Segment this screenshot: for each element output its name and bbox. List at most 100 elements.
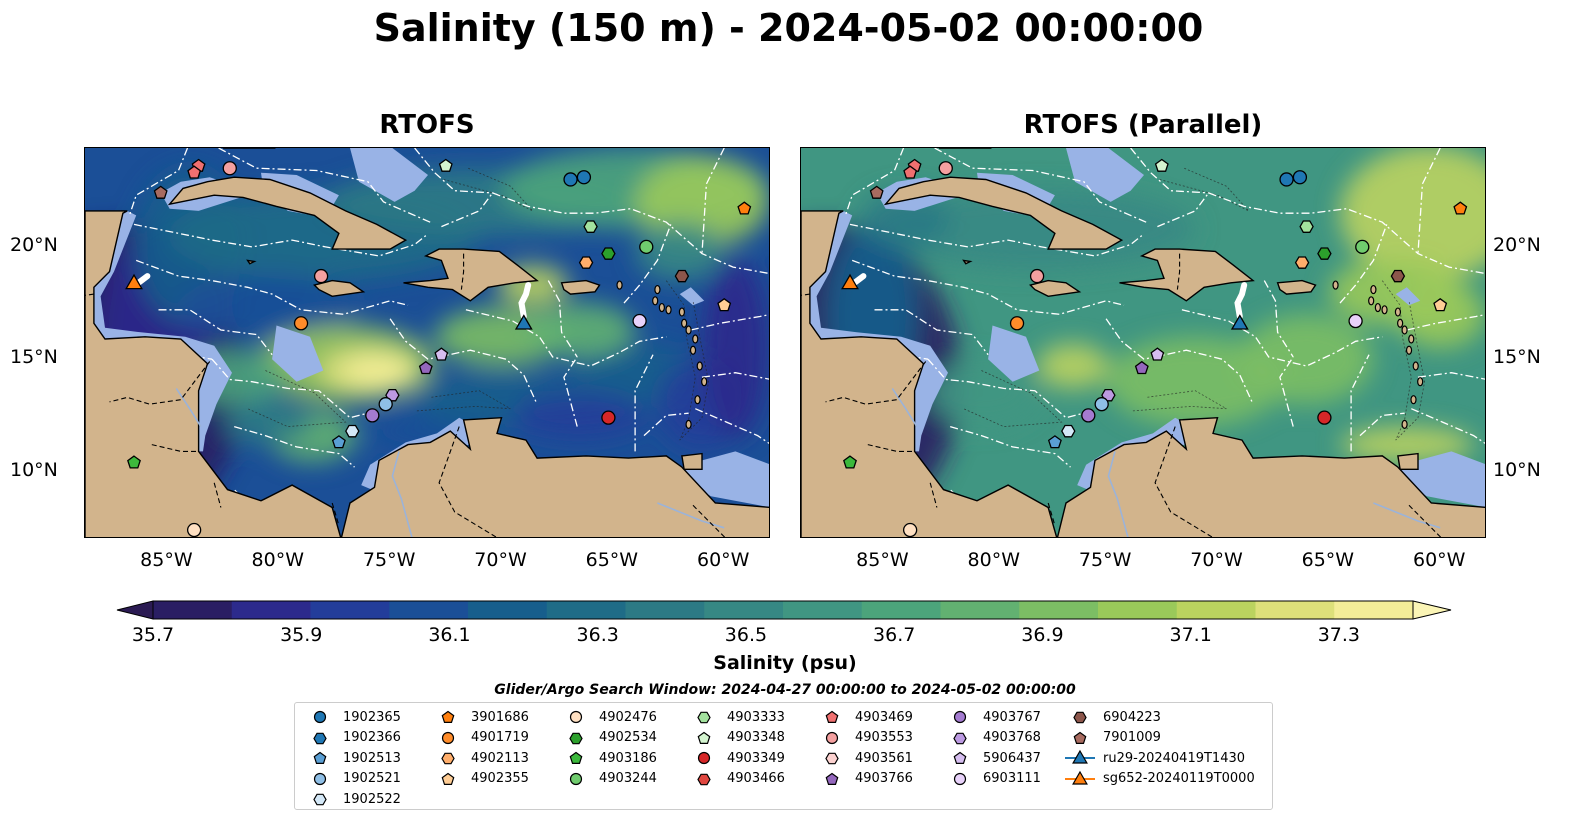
argo-float-marker [632,313,647,329]
country-border [692,504,726,537]
legend-marker-icon [313,772,327,785]
eez-boundary-line [1157,192,1210,228]
colorbar-segment [468,601,548,619]
eez-boundary-line [128,148,189,216]
argo-float-marker [903,165,918,179]
map-panel-rtofs[interactable] [84,147,770,538]
map-panel-rtofs-parallel[interactable] [800,147,1486,538]
salinity-patch [343,354,415,387]
island [658,302,665,313]
colorbar-segment [310,601,390,619]
eez-boundary-line [389,318,538,405]
legend-item: 1902513 [305,748,401,769]
glider-track [851,273,867,286]
salinity-patch [1340,148,1485,281]
argo-float-marker [438,158,453,172]
argo-float-marker [313,268,329,284]
panel-title-rtofs: RTOFS [379,110,475,140]
longitude-tick-label: 80°W [967,549,1020,571]
legend-item: 1902365 [305,707,401,728]
bathymetry-contour [247,370,347,428]
legend-label: 4903348 [727,730,785,746]
country-border [825,361,927,405]
legend-item: 4902355 [433,769,529,790]
legend-column: 4903469 4903553 4903561 4903766 [817,707,913,789]
country-border [867,444,913,452]
colorbar-tick-label: 36.1 [428,624,471,646]
latitude-tick-label: 15°N [1493,346,1541,369]
eez-boundary-line [441,192,494,228]
eez-boundary-line [547,280,578,358]
argo-float-marker [902,522,918,537]
colorbar-tick-label: 35.7 [131,624,175,646]
salinity-patch [178,273,357,342]
argo-float-marker [418,360,433,375]
colorbar-tick-label: 36.7 [873,624,916,646]
legend-item: 4903333 [689,707,785,728]
eez-boundary-line [1417,372,1485,380]
island [654,284,661,295]
legend-marker-icon [1065,750,1095,764]
eez-boundary-line [1406,314,1485,331]
legend-column: 4902476 4902534 4903186 4903244 [561,707,657,789]
eez-boundary-line [634,354,654,452]
argo-float-marker [1292,170,1308,185]
legend-column: 6904223 7901009 ru29-20240419T1430 sg652-20… [1065,707,1255,789]
legend-marker-icon [697,773,711,786]
river [1373,502,1441,529]
shallow-water-area [1066,148,1144,202]
longitude-tick-label: 85°W [856,549,909,571]
land-trinidad [1397,452,1419,470]
salinity-patch [1106,336,1285,427]
latitude-tick-label: 20°N [10,233,58,256]
colorbar-label: Salinity (psu) [713,652,857,674]
legend-item: 6904223 [1065,707,1255,728]
longitude-tick-label: 70°W [474,549,527,571]
eez-boundary-line [1279,356,1294,427]
eez-boundary-line [211,358,377,419]
argo-float-marker [1047,435,1062,449]
argo-float-marker [1433,297,1448,312]
legend-item: 4903469 [817,707,913,728]
country-border [1047,502,1056,526]
island [1410,395,1417,405]
legend-marker-icon [953,752,967,765]
legend-marker-icon [825,772,839,785]
salinity-patch [512,392,647,438]
glider-track [135,273,151,286]
argo-float-marker [186,522,202,537]
shallow-water-area [988,325,1040,382]
longitude-tick-label: 65°W [1301,549,1355,571]
legend-label: 4902113 [471,750,529,766]
eez-boundary-line [927,358,1093,419]
argo-float-marker [1150,347,1165,361]
longitude-tick-label: 60°W [1412,549,1466,571]
argo-float-marker [1355,239,1370,255]
glider-marker [125,273,143,290]
legend-marker-icon [441,711,455,724]
eez-boundary-line [563,356,578,427]
eez-boundary-line [1417,148,1441,254]
legend-item: 4903553 [817,728,913,749]
legend-marker-icon [441,752,455,765]
salinity-patch [1239,314,1374,405]
land-centralAmerica [85,210,342,537]
island [652,296,659,306]
island [689,345,697,355]
bathymetry-contour [963,370,1063,428]
salinity-patch [701,258,769,438]
colorbar-segment [1176,601,1256,619]
country-border [1176,253,1181,290]
colorbar-tick-label: 37.3 [1317,624,1361,646]
island [1332,280,1339,290]
salinity-patch [1037,343,1109,389]
eez-boundary-line [849,223,1143,257]
legend-item: sg652-20240119T0000 [1065,769,1255,790]
latitude-tick-label: 20°N [1493,233,1541,256]
island [1374,302,1381,313]
argo-float-marker [674,269,690,283]
legend-label: 1902522 [343,791,401,807]
eez-boundary-line [218,148,431,223]
colorbar-tick-label: 36.3 [576,624,619,646]
legend-column: 1902365 1902366 1902513 1902521 1902522 [305,707,401,810]
